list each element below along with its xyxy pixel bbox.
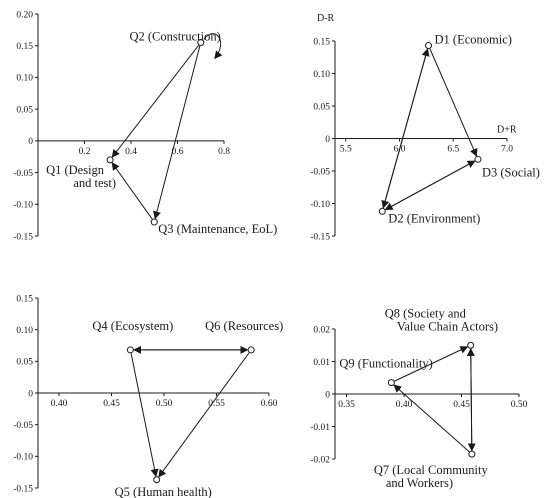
y-tick-label: 0.02 (313, 325, 330, 335)
chart-panel: 0.20 0.15 0.10 0.05 0 -0.05 -0.10 -0.15 0.2 0.4 0.… (13, 10, 277, 242)
y-tick-label: 0.05 (16, 358, 33, 368)
relation-arrow (111, 162, 153, 220)
data-point-label: D3 (Social) (482, 165, 540, 179)
x-tick-label: 5.5 (340, 145, 352, 155)
y-tick-label: 0.10 (16, 326, 33, 336)
y-tick-label: 0 (28, 137, 33, 147)
data-point-marker (247, 346, 255, 354)
chart-panel: 0.150.100.050-0.05-0.10-0.155.56.06.57.0… (310, 13, 540, 242)
x-tick-label: 0.6 (172, 147, 184, 157)
y-tick-label: -0.15 (13, 484, 33, 494)
y-tick-label: 0.20 (16, 10, 33, 20)
y-tick-label: -0.15 (13, 232, 33, 242)
y-tick-label: 0.10 (16, 74, 33, 84)
y-tick-label: 0.15 (313, 37, 330, 47)
y-tick-label: -0.10 (13, 201, 33, 211)
chart-panel: 0.02 0.01 0 -0.01 -0.02 0.35 0.40 0.45 0.50 Q7 (L… (310, 306, 527, 490)
x-tick-label: 6.5 (447, 145, 459, 155)
data-point-marker (474, 155, 482, 163)
x-tick-label: 0.8 (218, 147, 230, 157)
data-point-marker (378, 207, 386, 215)
relation-arrow (429, 48, 478, 157)
data-point-marker (425, 42, 433, 50)
relation-arrow (111, 45, 200, 158)
x-tick-label: 0.2 (79, 147, 91, 157)
x-tick-label: 0.50 (511, 400, 528, 410)
relation-arrow (393, 384, 470, 453)
data-point-marker (387, 379, 395, 387)
data-point-marker (153, 476, 161, 484)
data-point-marker (468, 450, 476, 458)
y-tick-label: 0 (28, 389, 33, 399)
relation-arrow (394, 346, 469, 382)
x-tick-label: 0.60 (261, 399, 278, 409)
chart-panels: 0.20 0.15 0.10 0.05 0 -0.05 -0.10 -0.15 0.2 0.4 0.… (13, 10, 540, 498)
x-tick-label: 0.40 (51, 399, 68, 409)
data-point-label: Q6 (Resources) (205, 319, 283, 333)
data-point-marker (197, 39, 205, 47)
relation-arrow (382, 48, 430, 209)
data-point-label: Q1 (Design and test) (46, 163, 116, 190)
y-tick-label: 0.01 (313, 358, 330, 368)
data-point-label: D2 (Environment) (388, 211, 480, 225)
data-point-label: Q4 (Ecosystem) (92, 319, 173, 333)
data-point-label: Q2 (Construction) (129, 30, 220, 44)
y-tick-label: 0.05 (16, 105, 33, 115)
relation-arrow (385, 160, 476, 211)
data-point-label: Q5 (Human health) (115, 485, 212, 498)
chart-panel: 0.15 0.10 0.05 0 -0.05 -0.10 -0.15 0.40 0.45 0.50… (13, 294, 283, 498)
x-tick-label: 0.35 (338, 400, 355, 410)
data-point-marker (150, 218, 158, 226)
y-tick-label: -0.05 (310, 167, 330, 177)
data-point-label: Q8 (Society and Value Chain Actors) (385, 306, 498, 333)
y-tick-label: -0.02 (310, 455, 330, 465)
x-tick-label: 0.45 (103, 399, 120, 409)
x-tick-label: 0.55 (208, 399, 225, 409)
y-tick-label: -0.15 (310, 232, 330, 242)
y-tick-label: 0.15 (16, 294, 33, 304)
y-tick-label: 0.15 (16, 42, 33, 52)
x-tick-label: 0.45 (453, 400, 470, 410)
relation-arrow (153, 45, 201, 220)
relation-arrow (466, 347, 475, 451)
x-tick-label: 0.4 (125, 147, 137, 157)
y-tick-label: 0.05 (313, 102, 330, 112)
data-point-label: Q3 (Maintenance, EoL) (158, 222, 277, 236)
relation-arrow (158, 352, 250, 478)
y-tick-label: -0.01 (310, 423, 330, 433)
y-tick-label: -0.05 (13, 169, 33, 179)
data-point-marker (467, 341, 475, 349)
x-tick-label: 0.40 (396, 400, 413, 410)
data-point-marker (106, 156, 114, 164)
y-tick-label: 0 (325, 390, 330, 400)
y-tick-label: -0.05 (13, 421, 33, 431)
data-point-label: Q9 (Functionality) (339, 357, 432, 371)
x-tick-label: 0.50 (156, 399, 173, 409)
y-tick-label: 0.10 (313, 70, 330, 80)
y-axis-title: D-R (317, 13, 335, 24)
y-tick-label: -0.10 (310, 200, 330, 210)
relation-arrow (130, 353, 159, 478)
data-point-label: Q7 (Local Community and Workers) (374, 463, 489, 490)
x-axis-title: D+R (497, 125, 517, 136)
self-loop-arrow (203, 33, 223, 60)
y-tick-label: 0 (325, 135, 330, 145)
x-tick-label: 7.0 (501, 145, 513, 155)
y-tick-label: -0.10 (13, 453, 33, 463)
data-point-marker (126, 346, 134, 354)
data-point-label: D1 (Economic) (435, 33, 512, 47)
